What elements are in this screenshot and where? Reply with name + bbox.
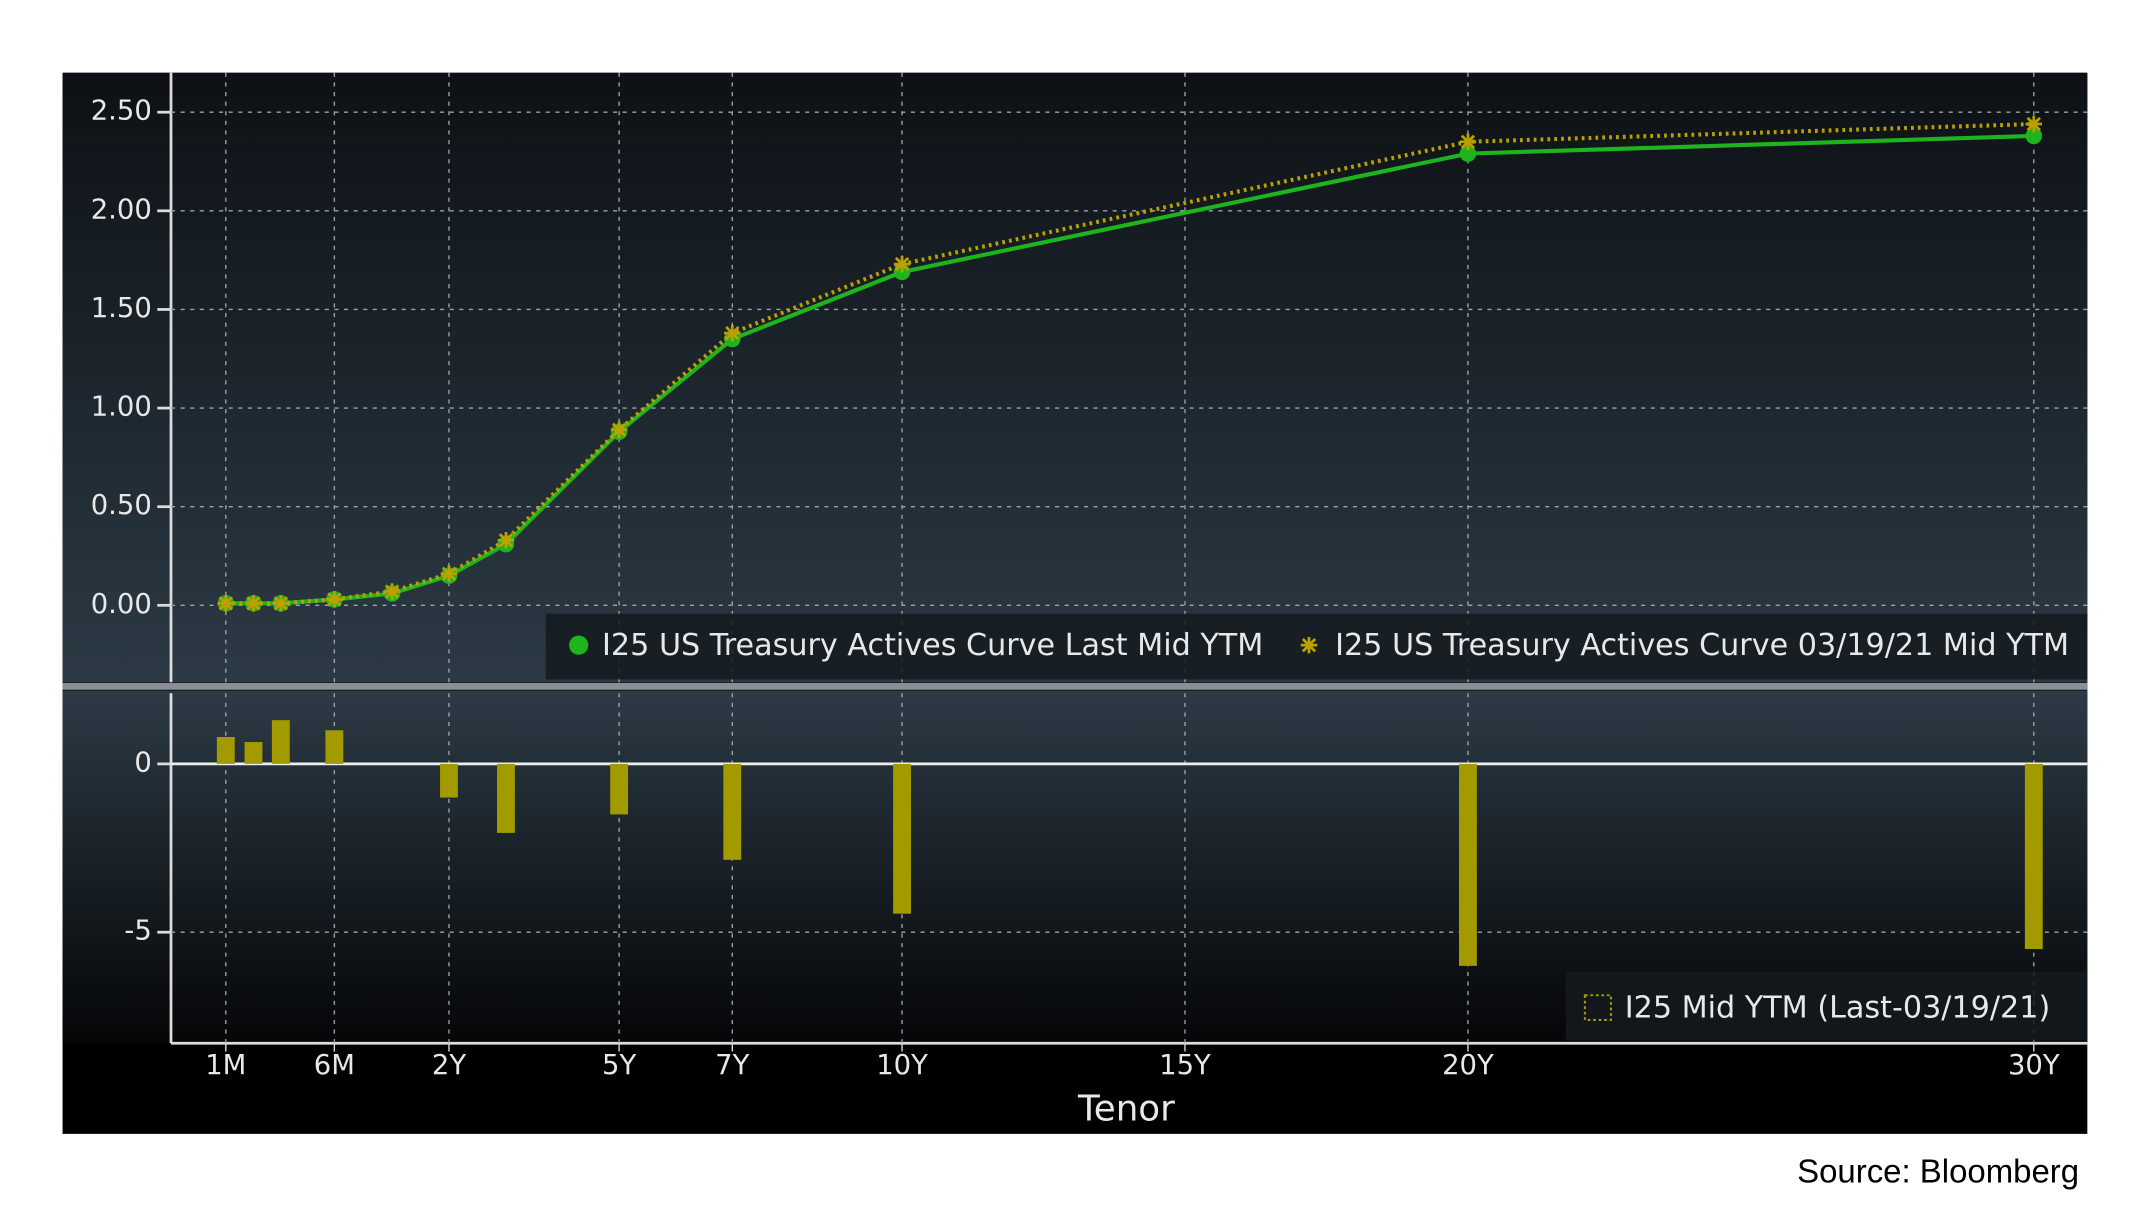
- bar: [893, 763, 911, 914]
- legend: I25 US Treasury Actives Curve Last Mid Y…: [545, 613, 2088, 680]
- x-tick-label: 10Y: [876, 1050, 928, 1081]
- legend-marker: [1583, 994, 1613, 1021]
- legend-marker: [1300, 636, 1318, 654]
- bar: [325, 730, 344, 764]
- y-tick-label: 0.00: [91, 589, 152, 620]
- marker: [383, 583, 401, 600]
- legend: I25 Mid YTM (Last-03/19/21): [1565, 971, 2088, 1041]
- legend-marker: [569, 635, 589, 655]
- marker: [1459, 145, 1477, 162]
- x-tick-label: 15Y: [1159, 1050, 1211, 1081]
- marker: [2025, 127, 2043, 145]
- marker: [724, 324, 741, 342]
- marker: [326, 591, 343, 608]
- y-tick-label: 0.50: [91, 490, 152, 521]
- marker: [893, 255, 911, 273]
- y-tick-label: -5: [124, 916, 151, 947]
- marker: [497, 531, 515, 549]
- bar: [610, 763, 629, 815]
- bar: [723, 763, 742, 860]
- marker: [1459, 133, 1477, 151]
- marker: [440, 565, 458, 582]
- legend-label: I25 US Treasury Actives Curve 03/19/21 M…: [1335, 628, 2069, 663]
- x-tick-label: 6M: [314, 1050, 355, 1081]
- marker: [245, 595, 262, 612]
- bar: [271, 720, 290, 764]
- x-axis-title: Tenor: [1077, 1089, 1175, 1130]
- bar: [244, 742, 263, 764]
- x-tick-label: 30Y: [2008, 1050, 2060, 1081]
- y-tick-label: 1.00: [91, 392, 152, 423]
- y-tick-label: 1.50: [91, 293, 152, 324]
- top-panel: [62, 72, 2088, 683]
- x-tick-label: 7Y: [715, 1050, 749, 1081]
- x-tick-label: 20Y: [1442, 1050, 1494, 1081]
- y-tick-label: 0: [134, 747, 151, 778]
- legend-label: I25 Mid YTM (Last-03/19/21): [1625, 990, 2051, 1025]
- bar: [216, 736, 235, 764]
- source: Source: Bloomberg: [1797, 1152, 2079, 1189]
- bar: [440, 763, 458, 798]
- y-tick-label: 2.50: [91, 96, 152, 127]
- marker: [2025, 115, 2043, 133]
- marker: [610, 421, 628, 439]
- marker: [217, 595, 235, 612]
- legend-label: I25 US Treasury Actives Curve Last Mid Y…: [602, 628, 1263, 663]
- marker: [272, 595, 290, 612]
- x-tick-label: 2Y: [432, 1050, 466, 1081]
- bar: [497, 763, 515, 833]
- x-tick-label: 1M: [205, 1050, 246, 1081]
- x-tick-label: 5Y: [602, 1050, 636, 1081]
- bar: [1458, 763, 1477, 966]
- bar: [2024, 763, 2043, 950]
- y-tick-label: 2.00: [91, 194, 152, 225]
- legend-box: [1565, 971, 2088, 1041]
